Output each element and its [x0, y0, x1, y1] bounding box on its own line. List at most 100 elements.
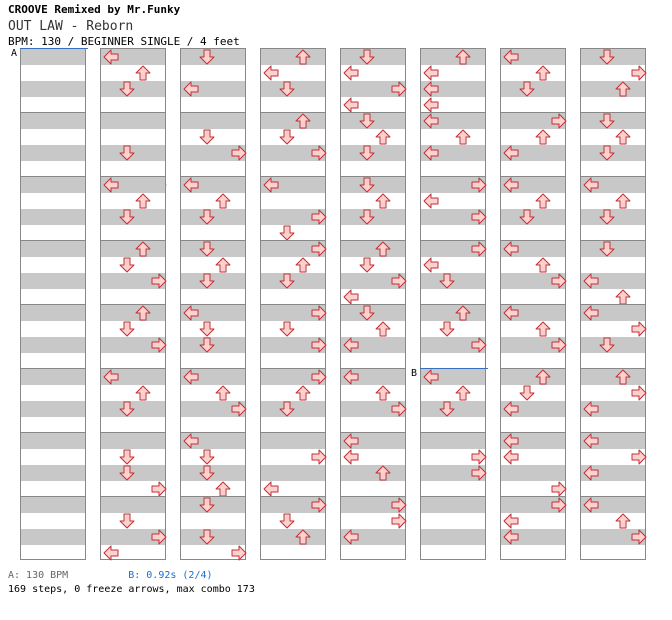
right-arrow-icon: [551, 481, 567, 497]
measure-block: [20, 368, 86, 432]
down-arrow-icon: [199, 449, 215, 465]
measure-block: [500, 48, 566, 112]
down-arrow-icon: [279, 129, 295, 145]
up-arrow-icon: [215, 257, 231, 273]
up-arrow-icon: [375, 241, 391, 257]
up-arrow-icon: [455, 305, 471, 321]
measure-block: [100, 496, 167, 561]
up-arrow-icon: [455, 49, 471, 65]
measure-block: [180, 368, 247, 432]
up-arrow-icon: [615, 513, 631, 529]
up-arrow-icon: [375, 465, 391, 481]
measure-block: [420, 112, 486, 176]
measure-block: [100, 176, 166, 240]
down-arrow-icon: [119, 81, 135, 97]
chart-column: [100, 48, 167, 561]
up-arrow-icon: [615, 289, 631, 305]
right-arrow-icon: [551, 497, 567, 513]
left-arrow-icon: [263, 65, 279, 81]
up-arrow-icon: [215, 193, 231, 209]
left-arrow-icon: [103, 369, 119, 385]
right-arrow-icon: [311, 145, 327, 161]
down-arrow-icon: [599, 241, 615, 257]
left-arrow-icon: [183, 177, 199, 193]
up-arrow-icon: [375, 321, 391, 337]
chart-column: [180, 48, 247, 561]
measure-block: [20, 112, 86, 176]
up-arrow-icon: [135, 65, 151, 81]
left-arrow-icon: [503, 529, 519, 545]
up-arrow-icon: [295, 385, 311, 401]
right-arrow-icon: [631, 529, 647, 545]
measure-block: [500, 368, 566, 432]
down-arrow-icon: [119, 513, 135, 529]
chart-title: CROOVE Remixed by Mr.Funky: [8, 3, 181, 16]
left-arrow-icon: [583, 177, 599, 193]
measure-block: [100, 432, 167, 497]
left-arrow-icon: [423, 97, 439, 113]
measure-block: [340, 240, 407, 305]
right-arrow-icon: [231, 545, 247, 561]
left-arrow-icon: [583, 401, 599, 417]
down-arrow-icon: [119, 145, 135, 161]
measure-block: [420, 496, 486, 560]
measure-block: [100, 48, 166, 112]
measure-block: [180, 176, 246, 240]
right-arrow-icon: [311, 369, 327, 385]
chart-column: [500, 48, 567, 560]
left-arrow-icon: [423, 369, 439, 385]
measure-block: [580, 496, 647, 560]
down-arrow-icon: [359, 305, 375, 321]
up-arrow-icon: [535, 369, 551, 385]
left-arrow-icon: [503, 49, 519, 65]
up-arrow-icon: [295, 257, 311, 273]
down-arrow-icon: [199, 321, 215, 337]
down-arrow-icon: [119, 321, 135, 337]
down-arrow-icon: [199, 273, 215, 289]
measure-block: [420, 368, 486, 432]
left-arrow-icon: [183, 305, 199, 321]
measure-block: [340, 432, 406, 496]
left-arrow-icon: [343, 337, 359, 353]
right-arrow-icon: [311, 209, 327, 225]
right-arrow-icon: [471, 241, 487, 257]
measure-block: [340, 368, 407, 432]
down-arrow-icon: [119, 401, 135, 417]
song-title: OUT LAW - Reborn: [8, 19, 134, 34]
right-arrow-icon: [631, 65, 647, 81]
left-arrow-icon: [583, 433, 599, 449]
up-arrow-icon: [215, 481, 231, 497]
down-arrow-icon: [519, 81, 535, 97]
measure-block: [260, 496, 327, 560]
down-arrow-icon: [279, 401, 295, 417]
right-arrow-icon: [151, 337, 167, 353]
down-arrow-icon: [439, 321, 455, 337]
right-arrow-icon: [551, 337, 567, 353]
measure-block: [420, 432, 487, 496]
right-arrow-icon: [151, 529, 167, 545]
marker-b-line: [420, 368, 488, 369]
measure-block: [260, 304, 327, 368]
right-arrow-icon: [471, 449, 487, 465]
left-arrow-icon: [103, 177, 119, 193]
up-arrow-icon: [615, 129, 631, 145]
measure-block: [100, 368, 166, 432]
down-arrow-icon: [599, 337, 615, 353]
left-arrow-icon: [503, 449, 519, 465]
marker-a-legend: A: 130 BPM: [8, 570, 69, 581]
up-arrow-icon: [375, 385, 391, 401]
left-arrow-icon: [343, 369, 359, 385]
measure-block: [340, 304, 406, 368]
right-arrow-icon: [391, 497, 407, 513]
right-arrow-icon: [471, 337, 487, 353]
marker-a-line: [20, 48, 88, 49]
measure-block: [260, 368, 327, 432]
left-arrow-icon: [503, 433, 519, 449]
marker-legend: A: 130 BPM B: 0.92s (2/4): [8, 570, 213, 581]
measure-block: [20, 240, 86, 304]
measure-block: [340, 48, 407, 113]
measure-block: [180, 496, 247, 561]
up-arrow-icon: [535, 129, 551, 145]
up-arrow-icon: [135, 385, 151, 401]
left-arrow-icon: [343, 289, 359, 305]
